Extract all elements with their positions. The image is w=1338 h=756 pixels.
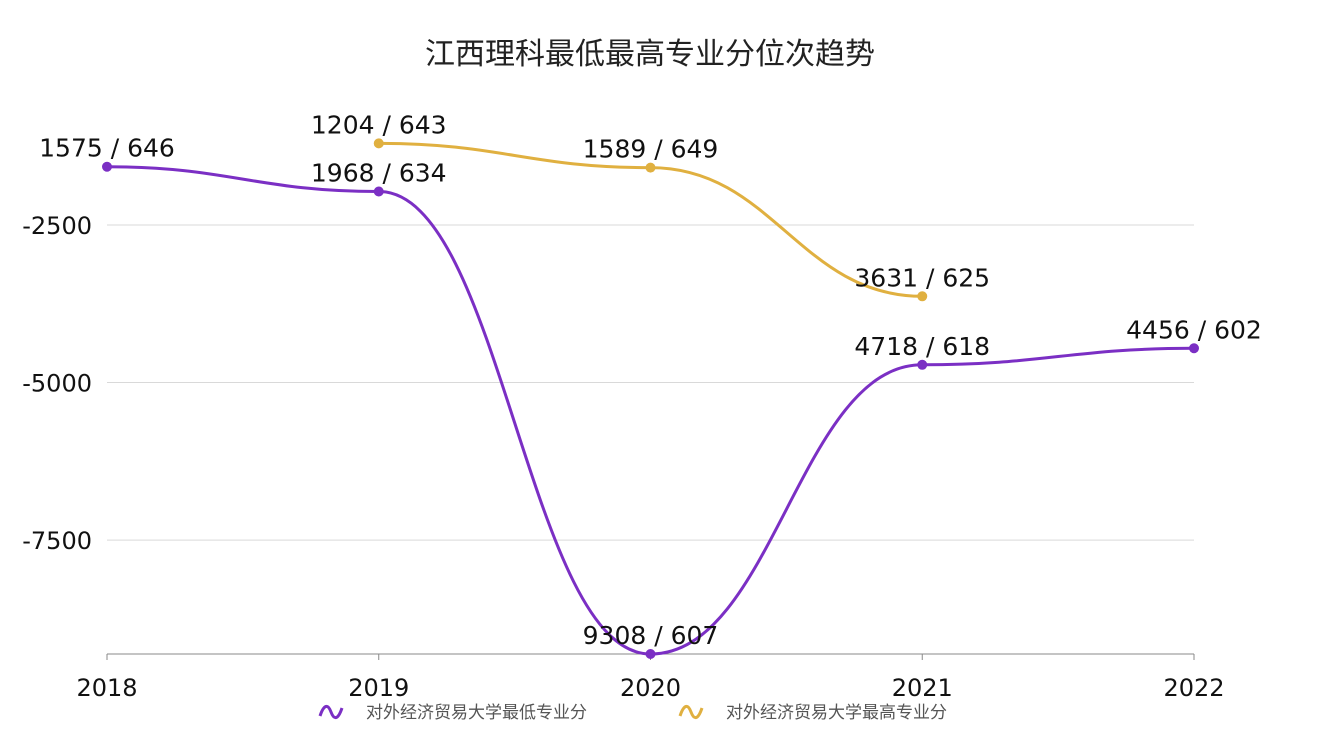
data-point <box>645 162 656 173</box>
data-point <box>102 161 112 172</box>
data-point <box>645 649 656 659</box>
series-line <box>378 141 923 298</box>
x-tick-label: 2020 <box>620 674 681 702</box>
data-point <box>917 359 928 370</box>
data-point <box>917 291 928 302</box>
x-tick-label: 2019 <box>348 674 409 702</box>
data-label: 3631 / 625 <box>854 263 990 292</box>
data-point <box>1189 343 1199 354</box>
data-label: 1575 / 646 <box>39 134 175 163</box>
legend-label: 对外经济贸易大学最高专业分 <box>726 703 947 723</box>
data-label: 4718 / 618 <box>854 332 990 361</box>
data-label: 9308 / 607 <box>583 621 719 650</box>
data-label: 1589 / 649 <box>583 135 719 164</box>
data-point <box>373 138 384 149</box>
y-tick-label: -7500 <box>22 527 92 555</box>
x-tick-label: 2018 <box>76 674 137 702</box>
legend-icon <box>318 705 344 719</box>
y-tick-label: -2500 <box>22 212 92 240</box>
legend-icon <box>678 705 704 719</box>
series-line <box>106 165 1195 656</box>
x-tick-label: 2022 <box>1163 674 1224 702</box>
data-point <box>373 186 384 197</box>
chart-title: 江西理科最低最高专业分位次趋势 <box>425 37 875 72</box>
y-tick-label: -5000 <box>22 370 92 398</box>
x-tick-label: 2021 <box>892 674 953 702</box>
legend-label: 对外经济贸易大学最低专业分 <box>366 703 587 723</box>
data-label: 1204 / 643 <box>311 110 447 139</box>
data-label: 4456 / 602 <box>1126 315 1262 344</box>
data-label: 1968 / 634 <box>311 159 447 188</box>
